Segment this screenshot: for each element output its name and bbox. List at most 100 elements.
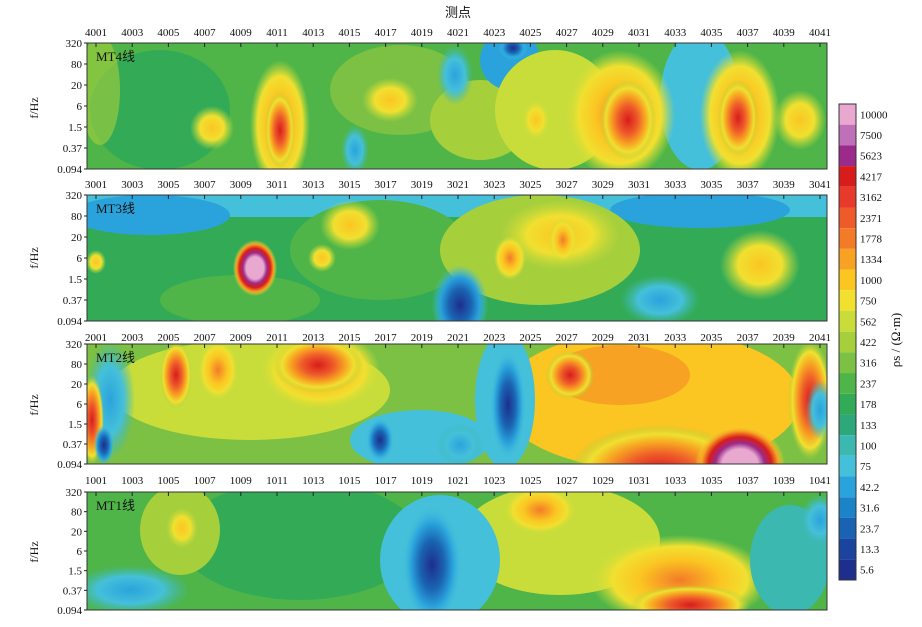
station-tick-label: 4001 bbox=[85, 27, 107, 39]
station-tick-label: 2041 bbox=[809, 332, 831, 344]
colorbar-swatch bbox=[839, 538, 856, 560]
panel-mt3: MT3线 3001 3003 3005 3007 3009 3011 3013 3015 301… bbox=[57, 179, 831, 328]
freq-tick-label: 1.5 bbox=[68, 566, 82, 578]
colorbar-tick-label: 13.3 bbox=[860, 544, 880, 556]
freq-tick-label: 0.094 bbox=[57, 605, 82, 617]
station-tick-label: 1005 bbox=[157, 475, 180, 487]
station-tick-label: 2031 bbox=[628, 332, 650, 344]
colorbar-swatch bbox=[839, 207, 856, 229]
station-tick-label: 3029 bbox=[592, 179, 615, 191]
panel-mt2-stations: 2001 2003 2005 2007 2009 2011 2013 2015 2017 2019… bbox=[85, 332, 831, 348]
station-tick-label: 1003 bbox=[121, 475, 144, 487]
station-tick-label: 4035 bbox=[700, 27, 723, 39]
colorbar-swatch bbox=[839, 373, 856, 394]
panel-mt4-plot bbox=[87, 43, 827, 169]
colorbar-label: ρs / (Ω·m) bbox=[888, 313, 903, 367]
colorbar-swatch bbox=[839, 248, 856, 270]
colorbar-swatch bbox=[839, 228, 856, 249]
colorbar-swatch bbox=[839, 435, 856, 456]
station-tick-label: 2019 bbox=[411, 332, 434, 344]
station-tick-label: 2023 bbox=[483, 332, 506, 344]
station-tick-label: 2039 bbox=[773, 332, 796, 344]
station-tick-label: 2033 bbox=[664, 332, 687, 344]
station-tick-label: 4039 bbox=[773, 27, 796, 39]
station-tick-label: 4009 bbox=[230, 27, 253, 39]
station-tick-label: 4003 bbox=[121, 27, 144, 39]
colorbar-tick-label: 23.7 bbox=[860, 523, 880, 535]
colorbar-swatch bbox=[839, 331, 856, 353]
station-tick-label: 3017 bbox=[375, 179, 398, 191]
station-tick-label: 4011 bbox=[266, 27, 288, 39]
panel-mt1-label: MT1线 bbox=[96, 498, 135, 513]
panel-mt4: MT4线 4001 4003 4005 4007 4009 4011 4013 4015 401… bbox=[57, 27, 831, 176]
station-tick-label: 1007 bbox=[194, 475, 217, 487]
station-tick-label: 1001 bbox=[85, 475, 107, 487]
panel-mt1-plot bbox=[87, 492, 827, 610]
y-axis-labels: f/Hz f/Hz f/Hz f/Hz bbox=[27, 97, 41, 562]
station-tick-label: 2003 bbox=[121, 332, 144, 344]
freq-tick-label: 20 bbox=[71, 80, 83, 92]
panel-mt1-stations: 1001 1003 1005 1007 1009 1011 1013 1015 1017 1019… bbox=[85, 475, 831, 496]
station-tick-label: 4005 bbox=[157, 27, 180, 39]
station-tick-label: 2037 bbox=[737, 332, 760, 344]
panel-mt4-label: MT4线 bbox=[96, 49, 135, 64]
freq-tick-label: 0.37 bbox=[63, 295, 83, 307]
station-tick-label: 1015 bbox=[338, 475, 361, 487]
station-tick-label: 3041 bbox=[809, 179, 831, 191]
station-tick-label: 1009 bbox=[230, 475, 253, 487]
station-tick-label: 2017 bbox=[375, 332, 398, 344]
colorbar-tick-label: 750 bbox=[860, 296, 877, 308]
station-tick-label: 2035 bbox=[700, 332, 723, 344]
station-tick-label: 4041 bbox=[809, 27, 831, 39]
station-tick-label: 1029 bbox=[592, 475, 615, 487]
freq-tick-label: 6 bbox=[77, 546, 83, 558]
station-tick-label: 1035 bbox=[700, 475, 723, 487]
station-tick-label: 3005 bbox=[157, 179, 180, 191]
freq-tick-label: 0.094 bbox=[57, 316, 82, 328]
freq-tick-label: 1.5 bbox=[68, 122, 82, 134]
freq-tick-label: 20 bbox=[71, 526, 83, 538]
freq-tick-label: 20 bbox=[71, 232, 83, 244]
station-tick-label: 3039 bbox=[773, 179, 796, 191]
station-tick-label: 1037 bbox=[737, 475, 760, 487]
freq-tick-label: 6 bbox=[77, 101, 83, 113]
colorbar-tick-label: 42.2 bbox=[860, 482, 879, 494]
colorbar-tick-label: 2371 bbox=[860, 213, 882, 225]
colorbar-swatch bbox=[839, 310, 856, 332]
colorbar-tick-label: 316 bbox=[860, 358, 877, 370]
y-axis-label: f/Hz bbox=[27, 394, 41, 415]
station-tick-label: 2009 bbox=[230, 332, 253, 344]
freq-tick-label: 320 bbox=[66, 38, 83, 50]
station-tick-label: 1025 bbox=[519, 475, 542, 487]
station-tick-label: 2025 bbox=[519, 332, 542, 344]
colorbar-tick-label: 3162 bbox=[860, 192, 882, 204]
freq-tick-label: 80 bbox=[71, 59, 83, 71]
freq-tick-label: 320 bbox=[66, 190, 83, 202]
colorbar-swatch bbox=[839, 497, 856, 518]
station-tick-label: 1031 bbox=[628, 475, 650, 487]
station-tick-label: 4029 bbox=[592, 27, 615, 39]
panel-mt3-freqs: 320 80 20 6 1.5 0.37 0.094 bbox=[57, 190, 87, 328]
station-tick-label: 2007 bbox=[194, 332, 217, 344]
colorbar-tick-label: 1000 bbox=[860, 275, 883, 287]
freq-tick-label: 0.37 bbox=[63, 439, 83, 451]
station-tick-label: 2001 bbox=[85, 332, 107, 344]
freq-tick-label: 6 bbox=[77, 399, 83, 411]
panel-mt4-freqs: 320 80 20 6 1.5 0.37 0.094 bbox=[57, 38, 87, 176]
panel-mt2-plot bbox=[87, 344, 827, 464]
colorbar-tick-label: 1334 bbox=[860, 254, 883, 266]
colorbar-swatch bbox=[839, 269, 856, 291]
freq-tick-label: 1.5 bbox=[68, 274, 82, 286]
colorbar-swatch bbox=[839, 104, 856, 125]
station-tick-label: 4013 bbox=[302, 27, 325, 39]
station-tick-label: 3011 bbox=[266, 179, 288, 191]
colorbar-tick-label: 7500 bbox=[860, 130, 883, 142]
station-tick-label: 1013 bbox=[302, 475, 325, 487]
station-tick-label: 1017 bbox=[375, 475, 398, 487]
panel-mt3-plot bbox=[87, 195, 827, 321]
panel-mt1: MT1线 1001 1003 1005 1007 1009 1011 1013 1015 101… bbox=[57, 475, 831, 617]
station-tick-label: 1019 bbox=[411, 475, 434, 487]
y-axis-label: f/Hz bbox=[27, 97, 41, 118]
station-tick-label: 1021 bbox=[447, 475, 469, 487]
station-tick-label: 3001 bbox=[85, 179, 107, 191]
